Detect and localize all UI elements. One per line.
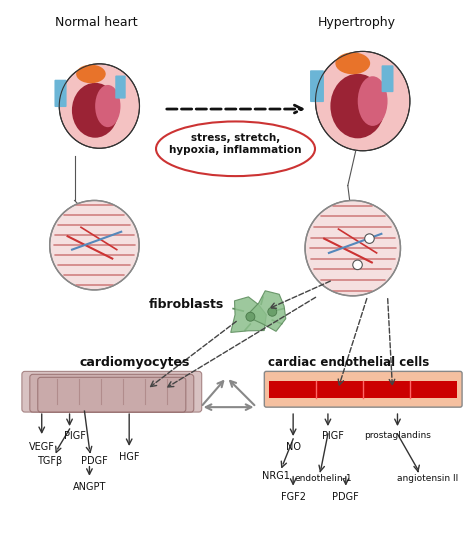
Circle shape (365, 234, 374, 243)
Circle shape (50, 200, 139, 290)
Text: NO: NO (286, 442, 301, 452)
Text: NRG1: NRG1 (262, 471, 290, 481)
Ellipse shape (358, 76, 388, 126)
Text: Hypertrophy: Hypertrophy (318, 16, 396, 29)
Circle shape (268, 307, 277, 316)
FancyBboxPatch shape (264, 372, 462, 407)
Ellipse shape (95, 85, 120, 127)
Text: stress, stretch,
hypoxia, inflammation: stress, stretch, hypoxia, inflammation (169, 133, 302, 154)
Ellipse shape (59, 64, 139, 149)
Text: ANGPT: ANGPT (73, 481, 106, 492)
Polygon shape (246, 290, 286, 331)
Circle shape (305, 200, 401, 296)
Text: PlGF: PlGF (322, 431, 344, 441)
Bar (269, 380, 457, 398)
Text: fibroblasts: fibroblasts (149, 298, 224, 311)
Text: HGF: HGF (119, 452, 139, 462)
Text: cardiac endothelial cells: cardiac endothelial cells (268, 356, 429, 369)
Text: endothelin-1: endothelin-1 (294, 474, 352, 483)
Text: cardiomyocytes: cardiomyocytes (80, 356, 190, 369)
Text: prostaglandins: prostaglandins (364, 431, 431, 440)
Text: PDGF: PDGF (332, 492, 359, 502)
FancyBboxPatch shape (22, 372, 202, 412)
FancyBboxPatch shape (38, 378, 186, 412)
Text: FGF2: FGF2 (281, 492, 306, 502)
Ellipse shape (76, 65, 106, 83)
Ellipse shape (72, 83, 118, 138)
Text: PlGF: PlGF (64, 431, 85, 441)
FancyBboxPatch shape (55, 80, 66, 107)
FancyBboxPatch shape (310, 70, 324, 102)
Text: TGFβ: TGFβ (37, 456, 62, 466)
FancyBboxPatch shape (30, 374, 194, 412)
FancyBboxPatch shape (382, 65, 393, 92)
Ellipse shape (156, 121, 315, 176)
FancyBboxPatch shape (115, 76, 126, 98)
Polygon shape (231, 297, 266, 332)
Ellipse shape (330, 74, 385, 138)
Text: VEGF: VEGF (29, 442, 55, 452)
Ellipse shape (316, 51, 410, 151)
Text: PDGF: PDGF (81, 456, 108, 466)
Circle shape (246, 312, 255, 321)
Text: angiotensin II: angiotensin II (397, 474, 458, 483)
Circle shape (353, 260, 362, 270)
Ellipse shape (336, 52, 370, 74)
Text: Normal heart: Normal heart (55, 16, 137, 29)
